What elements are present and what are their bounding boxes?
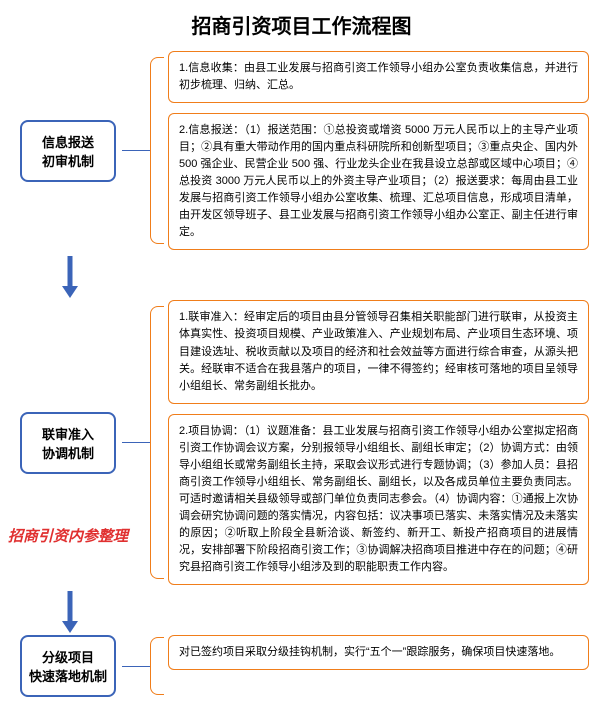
connector xyxy=(122,635,150,697)
stage-label: 协调机制 xyxy=(28,443,108,462)
stage-box-1: 信息报送 初审机制 xyxy=(20,120,116,182)
stage-label: 初审机制 xyxy=(28,151,108,170)
bracket xyxy=(150,51,164,250)
stage-row-1: 信息报送 初审机制 1.信息收集：由县工业发展与招商引资工作领导小组办公室负责收… xyxy=(14,51,589,250)
detail-box: 对已签约项目采取分级挂钩机制，实行“五个一”跟踪服务，确保项目快速落地。 xyxy=(168,635,589,670)
page-title: 招商引资项目工作流程图 xyxy=(14,10,589,39)
detail-box: 1.信息收集：由县工业发展与招商引资工作领导小组办公室负责收集信息，并进行初步梳… xyxy=(168,51,589,103)
detail-box: 2.项目协调：（1）议题准备：县工业发展与招商引资工作领导小组办公室拟定招商引资… xyxy=(168,414,589,585)
connector xyxy=(122,51,150,250)
detail-box: 2.信息报送：（1）报送范围：①总投资或增资 5000 万元人民币以上的主导产业… xyxy=(168,113,589,250)
connector xyxy=(122,300,150,585)
detail-box: 1.联审准入：经审定后的项目由县分管领导召集相关职能部门进行联审，从投资主体真实… xyxy=(168,300,589,403)
stage-box-2: 联审准入 协调机制 xyxy=(20,412,116,474)
arrow-down-icon xyxy=(14,589,589,633)
stage-label: 分级项目 xyxy=(28,647,108,666)
stage-label: 快速落地机制 xyxy=(28,666,108,685)
stage-label: 联审准入 xyxy=(28,424,108,443)
stage-row-2: 联审准入 协调机制 1.联审准入：经审定后的项目由县分管领导召集相关职能部门进行… xyxy=(14,300,589,585)
stage-row-3: 分级项目 快速落地机制 对已签约项目采取分级挂钩机制，实行“五个一”跟踪服务，确… xyxy=(14,635,589,697)
bracket xyxy=(150,300,164,585)
bracket xyxy=(150,635,164,697)
stage-label: 信息报送 xyxy=(28,132,108,151)
stage-box-3: 分级项目 快速落地机制 xyxy=(20,635,116,697)
arrow-down-icon xyxy=(14,254,589,298)
